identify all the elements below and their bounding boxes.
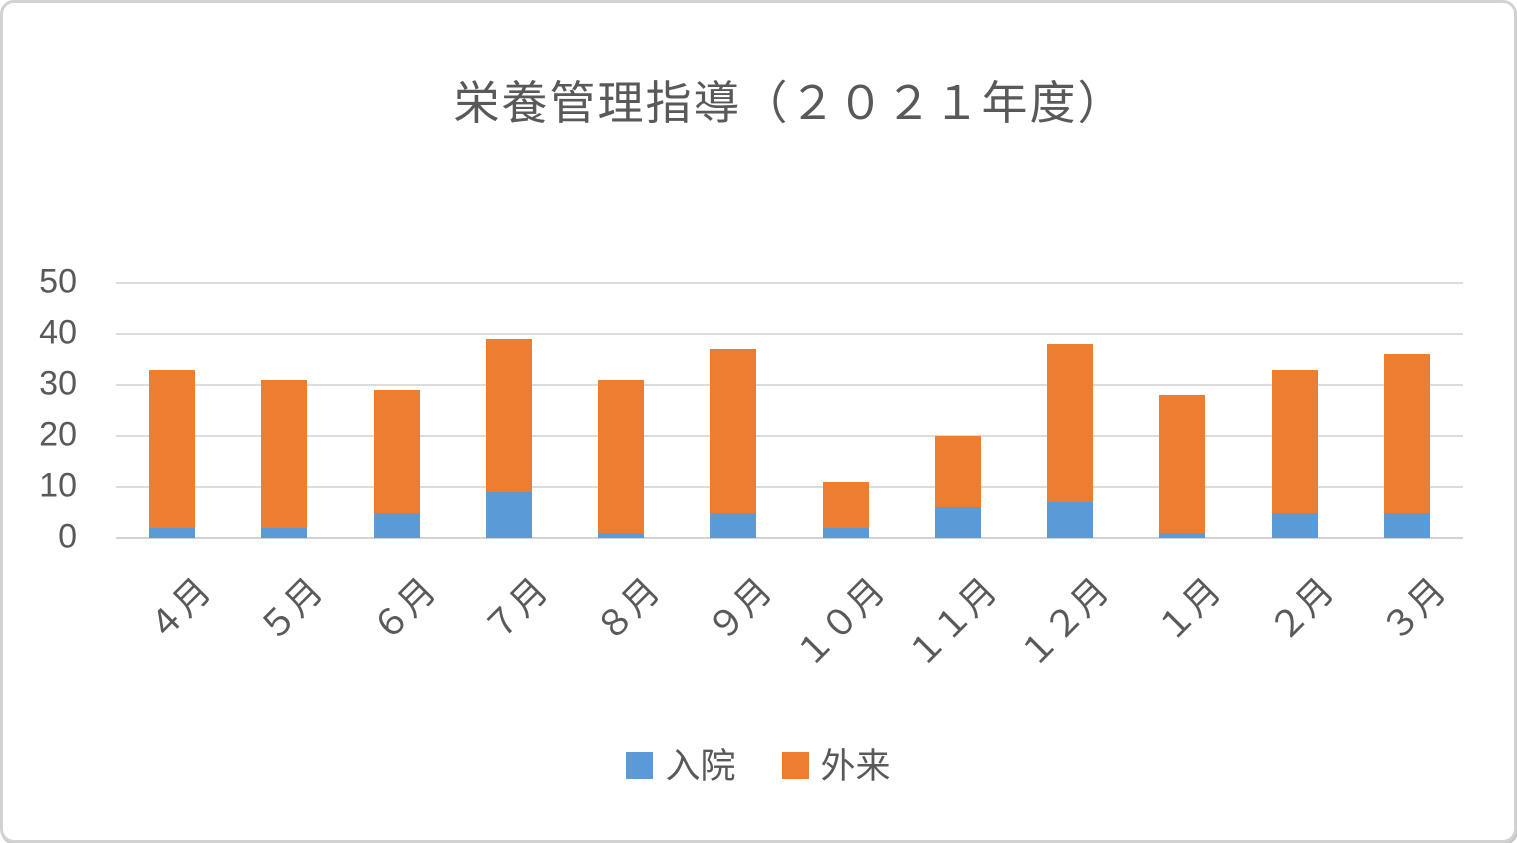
bar-segment bbox=[1271, 369, 1318, 513]
stacked-bar bbox=[1047, 344, 1094, 538]
bar-segment bbox=[1159, 395, 1206, 533]
x-tick-label: ３月 bbox=[1373, 569, 1454, 650]
legend-item-inpatient: 入院 bbox=[626, 738, 736, 789]
bar-segment bbox=[1271, 512, 1318, 538]
x-axis-labels: ４月 ５月 ６月 ７月 ８月 ９月 １０月 １１月 １２月 １月 ２月 ３月 bbox=[116, 538, 1463, 698]
bar-segment bbox=[1383, 512, 1430, 538]
category-slot bbox=[1126, 283, 1238, 538]
x-tick-label: ９月 bbox=[700, 569, 781, 650]
category-slot bbox=[1351, 283, 1463, 538]
bar-segment bbox=[149, 527, 196, 538]
plot-area: ４月 ５月 ６月 ７月 ８月 ９月 １０月 １１月 １２月 １月 ２月 ３月 bbox=[116, 282, 1463, 675]
category-slot bbox=[790, 283, 902, 538]
bar-segment bbox=[149, 369, 196, 528]
chart-title: 栄養管理指導（２０２１年度） bbox=[453, 77, 1126, 129]
category-slot bbox=[902, 283, 1014, 538]
gridline bbox=[116, 282, 1463, 284]
bar-segment bbox=[485, 492, 532, 538]
y-tick-label: 50 bbox=[39, 262, 77, 301]
stacked-bar bbox=[149, 369, 196, 538]
category-slot bbox=[565, 283, 677, 538]
y-tick-label: 20 bbox=[39, 415, 77, 454]
x-tick-label: ４月 bbox=[138, 569, 219, 650]
bar-segment bbox=[1047, 502, 1094, 538]
x-axis-line bbox=[116, 537, 1463, 539]
bar-segment bbox=[1159, 532, 1206, 538]
stacked-bar bbox=[710, 349, 757, 538]
x-tick-label: １月 bbox=[1149, 569, 1230, 650]
y-tick-label: 10 bbox=[39, 466, 77, 505]
bar-segment bbox=[1383, 354, 1430, 513]
bar-segment bbox=[710, 512, 757, 538]
bar-segment bbox=[598, 532, 645, 538]
x-tick-label: ６月 bbox=[363, 569, 444, 650]
bar-segment bbox=[822, 527, 869, 538]
y-tick-label: 0 bbox=[58, 517, 77, 556]
bar-segment bbox=[373, 512, 420, 538]
x-tick-label: １２月 bbox=[1011, 569, 1117, 676]
stacked-bar bbox=[485, 339, 532, 538]
stacked-bar bbox=[261, 379, 308, 538]
y-axis-labels: 0 10 20 30 40 50 bbox=[3, 263, 79, 556]
legend-swatch-outpatient-icon bbox=[781, 752, 809, 779]
bar-segment bbox=[373, 390, 420, 513]
x-tick-label: ７月 bbox=[475, 569, 556, 650]
category-slot bbox=[1239, 283, 1351, 538]
x-tick-label: １０月 bbox=[786, 569, 893, 676]
bar-segment bbox=[1047, 344, 1094, 503]
x-tick-label: ２月 bbox=[1261, 569, 1342, 650]
category-slot bbox=[228, 283, 340, 538]
legend-item-outpatient: 外来 bbox=[781, 738, 891, 789]
legend-swatch-inpatient-icon bbox=[626, 752, 654, 779]
stacked-bar bbox=[934, 436, 981, 538]
bar-segment bbox=[598, 379, 645, 533]
gridline bbox=[116, 435, 1463, 437]
category-slot bbox=[1014, 283, 1126, 538]
bar-segment bbox=[934, 507, 981, 538]
stacked-bar bbox=[1159, 395, 1206, 538]
category-slot bbox=[677, 283, 789, 538]
gridline bbox=[116, 486, 1463, 488]
category-slot bbox=[453, 283, 565, 538]
bar-segment bbox=[485, 339, 532, 493]
bar-segment bbox=[710, 349, 757, 513]
bar-segment bbox=[261, 379, 308, 528]
x-tick-label: １１月 bbox=[899, 569, 1005, 676]
legend-label-inpatient: 入院 bbox=[665, 747, 736, 786]
stacked-bar bbox=[1271, 369, 1318, 538]
category-slot bbox=[116, 283, 228, 538]
gridline bbox=[116, 333, 1463, 335]
stacked-bar bbox=[598, 379, 645, 538]
stacked-bar bbox=[822, 481, 869, 538]
bar-segment bbox=[934, 436, 981, 508]
bar-segment bbox=[261, 527, 308, 538]
category-slot bbox=[341, 283, 453, 538]
y-tick-label: 30 bbox=[39, 364, 77, 403]
gridline bbox=[116, 384, 1463, 386]
stacked-bar bbox=[1383, 354, 1430, 538]
bars bbox=[116, 283, 1463, 538]
y-tick-label: 40 bbox=[39, 313, 77, 352]
x-tick-label: ８月 bbox=[587, 569, 668, 650]
legend: 入院 外来 bbox=[3, 738, 1514, 789]
stacked-bar bbox=[373, 390, 420, 538]
x-tick-label: ５月 bbox=[251, 569, 332, 650]
legend-label-outpatient: 外来 bbox=[820, 747, 891, 786]
bar-segment bbox=[822, 481, 869, 528]
